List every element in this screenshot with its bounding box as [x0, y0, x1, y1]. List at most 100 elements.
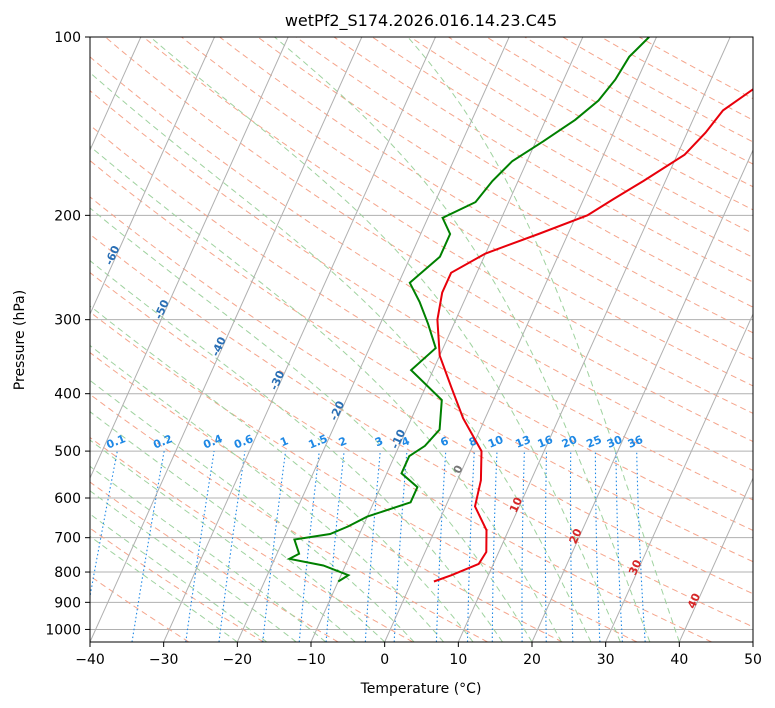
- mixing-ratio-line: [544, 451, 548, 642]
- isotherm-label: 20: [567, 526, 585, 546]
- x-tick-label: 30: [597, 652, 615, 668]
- mixing-ratio-label: 0.6: [232, 432, 255, 451]
- isotherm-line: [384, 37, 657, 642]
- x-tick-label: −10: [296, 652, 326, 668]
- moist-adiabat: [90, 305, 474, 642]
- y-tick-label: 600: [54, 491, 81, 507]
- dry-adiabat: [600, 37, 753, 121]
- moist-adiabat: [149, 37, 621, 642]
- isopleth-labels: -100-90-80-70-60-50-40-30-20-10010203040…: [6, 131, 704, 611]
- mixing-ratio-line: [569, 451, 574, 642]
- x-tick-label: 20: [523, 652, 541, 668]
- y-tick-label: 100: [54, 30, 81, 46]
- isotherm-line: [310, 37, 584, 642]
- mixing-ratio-label: 2: [337, 434, 349, 449]
- y-axis-label: Pressure (hPa): [12, 290, 28, 390]
- moist-adiabat: [90, 207, 533, 642]
- mixing-ratio-label: 13: [514, 433, 533, 451]
- isotherm-line: [752, 640, 753, 642]
- dry-adiabat: [90, 159, 753, 563]
- dry-adiabat: [90, 272, 712, 642]
- mixing-ratio-line: [185, 451, 215, 642]
- moist-adiabat: [90, 439, 356, 642]
- dry-adiabat: [143, 37, 753, 414]
- moist-adiabat: [90, 490, 297, 642]
- dry-adiabat: [90, 196, 753, 595]
- isotherm-line: [163, 37, 436, 642]
- dry-adiabat: [90, 56, 753, 471]
- y-tick-label: 300: [54, 313, 81, 329]
- moist-adiabat: [90, 411, 386, 642]
- mixing-ratio-line: [615, 451, 623, 642]
- mixing-ratio-line: [594, 451, 601, 642]
- mixing-ratio-label: 25: [585, 433, 604, 451]
- dry-adiabat: [90, 124, 753, 531]
- isotherm-line: [236, 37, 510, 642]
- x-tick-label: 50: [744, 652, 762, 668]
- y-axis-ticks: 100 200 300 400 500 600 700 800 900 1000: [45, 30, 90, 638]
- moist-adiabat: [90, 465, 327, 642]
- isotherm-label: 0: [451, 463, 466, 476]
- isotherm-line: [90, 37, 142, 152]
- mixing-ratio-label: 1.5: [307, 432, 330, 451]
- dry-adiabat: [104, 37, 753, 443]
- mixing-ratio-label: 16: [536, 433, 555, 451]
- dewpoint-profile: [286, 37, 650, 583]
- isotherm-label: 30: [626, 557, 644, 577]
- mixing-ratio-label: 36: [626, 433, 645, 451]
- x-tick-label: 10: [449, 652, 467, 668]
- mixing-ratio-line: [491, 451, 498, 642]
- mixing-ratio-line: [131, 450, 165, 642]
- mixing-ratio-line: [325, 451, 345, 642]
- isotherm-label: -80: [6, 131, 26, 155]
- dry-adiabat: [90, 89, 753, 501]
- mixing-ratio-label: 10: [486, 433, 505, 451]
- moist-adiabat: [407, 37, 680, 642]
- dry-adiabat: [90, 311, 638, 642]
- x-tick-label: −30: [149, 652, 179, 668]
- x-tick-label: −20: [223, 652, 253, 668]
- mixing-ratio-line: [90, 450, 118, 600]
- dry-adiabat: [219, 37, 753, 360]
- mixing-ratio-label: 8: [467, 434, 479, 449]
- isotherm-label: 40: [685, 591, 703, 611]
- isotherm-line: [457, 37, 731, 642]
- y-tick-label: 700: [54, 531, 81, 547]
- dry-adiabat: [90, 575, 190, 642]
- plot-frame: [89, 36, 754, 643]
- mixing-ratio-label: 0.1: [105, 432, 128, 451]
- moist-adiabat: [90, 72, 592, 642]
- moist-adiabat: [274, 37, 651, 642]
- temperature-profile: [433, 88, 753, 583]
- x-axis-ticks: −40 −30 −20 −10 0 10 20 30 40 50: [75, 642, 762, 668]
- mixing-ratio-line: [636, 451, 646, 642]
- y-tick-label: 200: [54, 208, 81, 224]
- x-tick-label: 40: [670, 652, 688, 668]
- y-tick-label: 400: [54, 387, 81, 403]
- dry-adiabat: [90, 233, 753, 628]
- x-axis-label: Temperature (°C): [360, 681, 482, 697]
- x-tick-label: −40: [75, 652, 105, 668]
- y-tick-label: 900: [54, 595, 81, 611]
- y-tick-label: 500: [54, 444, 81, 460]
- mixing-ratio-line: [298, 451, 320, 642]
- dry-adiabat: [90, 352, 563, 642]
- isotherm-line: [531, 148, 753, 642]
- isotherm-line: [90, 37, 289, 480]
- dry-adiabat: [90, 393, 488, 642]
- dry-adiabat: [295, 37, 753, 308]
- mixing-ratio-line: [218, 451, 246, 642]
- isotherm-label: 10: [507, 495, 525, 515]
- isotherm-line: [90, 37, 363, 642]
- y-tick-label: 1000: [45, 622, 81, 638]
- background-lines: [90, 37, 753, 642]
- isotherm-line: [605, 312, 753, 642]
- isotherm-line: [90, 37, 215, 316]
- isotherm-label: -70: [55, 186, 75, 210]
- mixing-ratio-line: [435, 451, 447, 642]
- profiles: [286, 37, 753, 583]
- mixing-ratio-label: 1: [278, 434, 290, 449]
- isotherm-line: [678, 476, 753, 642]
- dry-adiabat: [257, 37, 753, 334]
